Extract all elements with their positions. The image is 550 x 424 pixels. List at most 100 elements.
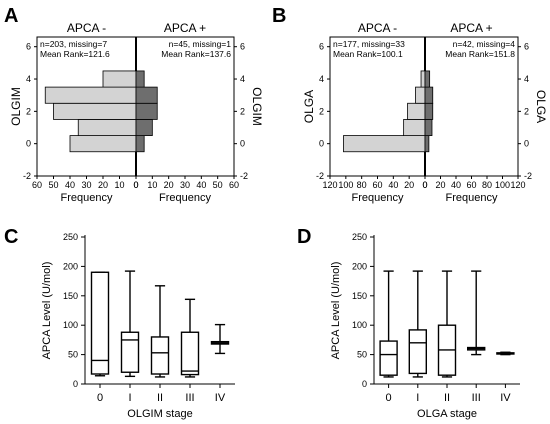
x-tick-label-left: 100 bbox=[338, 180, 353, 190]
bar-right bbox=[424, 119, 433, 136]
y-tick-label-left: 6 bbox=[26, 42, 31, 52]
bar-left bbox=[407, 102, 426, 120]
bar-left bbox=[420, 70, 426, 88]
bar-right bbox=[135, 86, 158, 104]
x-tick-label-left: 10 bbox=[114, 180, 124, 190]
x-axis-label: OLGA stage bbox=[417, 408, 477, 420]
box-iqr bbox=[90, 271, 110, 375]
left-group-info: n=177, missing=33 bbox=[333, 39, 405, 49]
x-tick-label-right: 60 bbox=[229, 180, 239, 190]
x-tick-label: IV bbox=[215, 392, 226, 404]
x-tick-label-left: 20 bbox=[98, 180, 108, 190]
y-tick-label-right: -2 bbox=[240, 171, 248, 181]
x-tick-label-right: 60 bbox=[466, 180, 476, 190]
panel-label-a: A bbox=[4, 5, 18, 27]
bar-left bbox=[69, 135, 137, 153]
panel-label-d: D bbox=[297, 226, 311, 248]
y-tick-label-left: 0 bbox=[319, 139, 324, 149]
y-tick-label-left: -2 bbox=[23, 171, 31, 181]
y-tick-label: 200 bbox=[352, 261, 367, 271]
x-tick-label-left: 50 bbox=[48, 180, 58, 190]
x-tick-label: 0 bbox=[97, 392, 103, 404]
right-group-info: n=42, missing=4 bbox=[453, 39, 516, 49]
y-tick-label-right: 0 bbox=[240, 139, 245, 149]
box-iqr bbox=[180, 331, 200, 376]
x-axis-label-left: Frequency bbox=[352, 192, 404, 204]
x-tick-label: III bbox=[185, 392, 194, 404]
x-tick-label-left: 0 bbox=[422, 180, 427, 190]
bar-right bbox=[424, 70, 431, 88]
y-tick-label: 100 bbox=[63, 320, 78, 330]
bar-right bbox=[424, 135, 430, 153]
y-tick-label-right: 2 bbox=[524, 106, 529, 116]
left-group-header: APCA - bbox=[67, 21, 106, 35]
bar-right bbox=[135, 135, 145, 153]
bar-right bbox=[424, 86, 434, 104]
y-tick-label-left: -2 bbox=[316, 171, 324, 181]
x-tick-label-left: 80 bbox=[357, 180, 367, 190]
y-tick-label: 200 bbox=[63, 261, 78, 271]
y-tick-label-left: 4 bbox=[319, 74, 324, 84]
x-tick-label-right: 0 bbox=[422, 180, 427, 190]
y-tick-label-right: 4 bbox=[240, 74, 245, 84]
x-tick-label: I bbox=[128, 392, 131, 404]
x-tick-label-right: 10 bbox=[147, 180, 157, 190]
y-tick-label: 100 bbox=[352, 320, 367, 330]
left-group-header: APCA - bbox=[358, 21, 397, 35]
y-tick-label: 150 bbox=[63, 291, 78, 301]
bar-left bbox=[415, 86, 426, 104]
y-axis-label: APCA Level (U/mol) bbox=[41, 262, 53, 360]
y-tick-label-left: 6 bbox=[319, 42, 324, 52]
x-tick-label-right: 80 bbox=[482, 180, 492, 190]
y-axis-label: APCA Level (U/mol) bbox=[330, 262, 342, 360]
x-tick-label-left: 60 bbox=[32, 180, 42, 190]
x-tick-label: I bbox=[416, 392, 419, 404]
x-tick-label: III bbox=[472, 392, 481, 404]
right-group-info: Mean Rank=137.6 bbox=[161, 49, 231, 59]
y-tick-label-left: 4 bbox=[26, 74, 31, 84]
y-tick-label: 250 bbox=[63, 232, 78, 242]
bar-right bbox=[135, 70, 145, 88]
y-tick-label-right: 2 bbox=[240, 106, 245, 116]
x-tick-label-right: 40 bbox=[196, 180, 206, 190]
y-tick-label: 50 bbox=[68, 350, 78, 360]
right-group-info: Mean Rank=151.8 bbox=[445, 49, 515, 59]
y-tick-label-right: 0 bbox=[524, 139, 529, 149]
x-tick-label-left: 0 bbox=[133, 180, 138, 190]
bar-left bbox=[44, 86, 137, 104]
x-tick-label-left: 20 bbox=[404, 180, 414, 190]
x-axis-label: OLGIM stage bbox=[127, 408, 192, 420]
x-axis-label-right: Frequency bbox=[159, 192, 211, 204]
left-group-info: n=203, missing=7 bbox=[40, 39, 107, 49]
right-group-header: APCA + bbox=[450, 21, 492, 35]
x-tick-label: II bbox=[157, 392, 163, 404]
y-tick-label-right: 6 bbox=[240, 42, 245, 52]
y-tick-label: 0 bbox=[362, 379, 367, 389]
left-group-info: Mean Rank=121.6 bbox=[40, 49, 110, 59]
x-tick-label-right: 30 bbox=[180, 180, 190, 190]
box-iqr bbox=[150, 336, 170, 375]
panel-label-b: B bbox=[272, 5, 286, 27]
panel-a-histogram: -2 -20 02 24 46 660 50 40 30 20 10 00 10 20 30 40 50 60AP… bbox=[9, 21, 264, 204]
x-tick-label: II bbox=[444, 392, 450, 404]
left-group-info: Mean Rank=100.1 bbox=[333, 49, 403, 59]
x-tick-label-right: 50 bbox=[213, 180, 223, 190]
y-tick-label-right: 4 bbox=[524, 74, 529, 84]
y-tick-label-left: 2 bbox=[26, 106, 31, 116]
x-tick-label-right: 20 bbox=[164, 180, 174, 190]
y-tick-label-right: -2 bbox=[524, 171, 532, 181]
y-axis-label-left: OLGA bbox=[302, 90, 316, 123]
y-tick-label: 250 bbox=[352, 232, 367, 242]
x-tick-label-right: 100 bbox=[495, 180, 510, 190]
x-tick-label-right: 40 bbox=[451, 180, 461, 190]
y-axis-label-right: OLGA bbox=[534, 90, 548, 123]
y-tick-label: 150 bbox=[352, 291, 367, 301]
right-group-info: n=45, missing=1 bbox=[169, 39, 232, 49]
right-group-header: APCA + bbox=[164, 21, 206, 35]
x-tick-label: 0 bbox=[386, 392, 392, 404]
bar-left bbox=[403, 119, 426, 136]
x-axis-label-right: Frequency bbox=[446, 192, 498, 204]
